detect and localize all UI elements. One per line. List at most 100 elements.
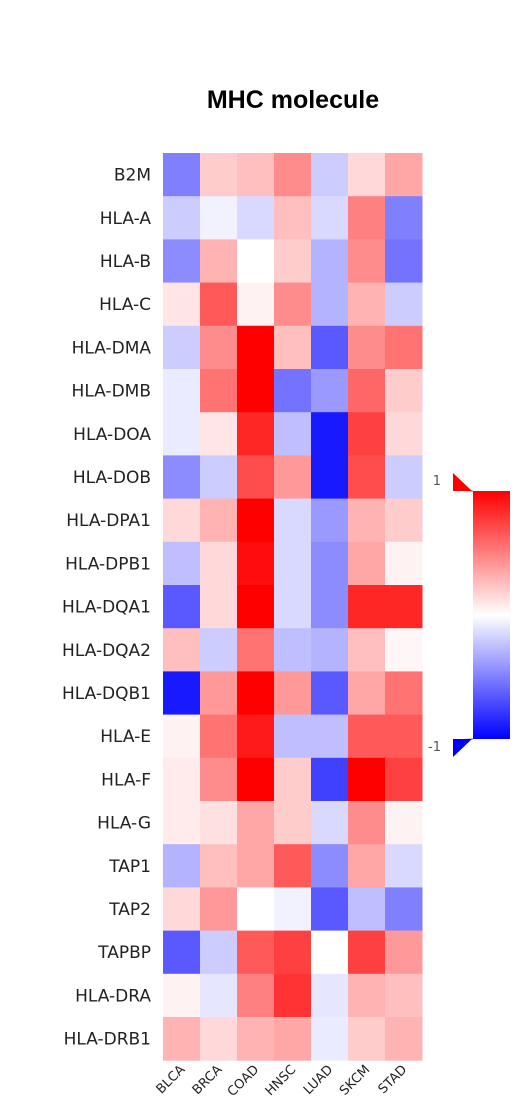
heatmap-cell [200, 498, 238, 543]
heatmap-cell [348, 455, 386, 500]
row-label: TAP2 [108, 900, 151, 920]
heatmap-cell [200, 153, 238, 197]
row-label: HLA-DOB [73, 468, 151, 488]
row-label: TAPBP [97, 943, 151, 963]
heatmap-cell [348, 369, 386, 413]
heatmap-cell [311, 196, 349, 240]
heatmap-cell [311, 628, 349, 672]
row-label: HLA-DMA [72, 338, 152, 358]
heatmap-cell [311, 1017, 349, 1061]
heatmap-cell [274, 282, 312, 327]
heatmap-cell [311, 369, 349, 413]
chart-title: MHC molecule [207, 86, 379, 114]
heatmap-cell [163, 282, 201, 327]
heatmap-cell [348, 239, 386, 284]
row-label: HLA-DRA [75, 986, 151, 1006]
column-label: BLCA [154, 1062, 189, 1097]
heatmap-cell [237, 801, 275, 845]
heatmap-cell [200, 325, 238, 370]
heatmap-cell [348, 757, 386, 802]
heatmap-cell [163, 239, 201, 284]
heatmap-cell [385, 628, 423, 672]
heatmap-cell [163, 973, 201, 1018]
row-label: HLA-A [100, 209, 152, 229]
heatmap-cell [348, 541, 386, 586]
heatmap-cell [311, 498, 349, 543]
heatmap-cell [274, 628, 312, 672]
heatmap-cell [311, 325, 349, 370]
heatmap-cell [311, 455, 349, 500]
heatmap-cell [311, 671, 349, 716]
row-label: HLA-F [101, 770, 151, 790]
heatmap-cell [163, 369, 201, 413]
color-scale-legend: 1 -1 [428, 473, 510, 757]
column-label: HNSC [263, 1062, 300, 1099]
column-label: SKCM [337, 1062, 373, 1098]
heatmap-cell [237, 196, 275, 240]
heatmap-cell [385, 541, 423, 586]
heatmap-cell [348, 973, 386, 1018]
heatmap-cell [348, 887, 386, 932]
scale-max-marker [453, 473, 472, 491]
heatmap-cell [200, 757, 238, 802]
heatmap-cell [274, 671, 312, 716]
heatmap-cell [237, 757, 275, 802]
heatmap-cell [163, 671, 201, 716]
heatmap-cell [311, 844, 349, 888]
heatmap-cell [385, 1017, 423, 1061]
row-label: HLA-DQA1 [62, 598, 151, 618]
heatmap-cell [200, 844, 238, 888]
heatmap-cell [163, 455, 201, 500]
heatmap-cell [385, 887, 423, 932]
heatmap-cell [385, 455, 423, 500]
heatmap-cell [274, 801, 312, 845]
heatmap-cell [237, 282, 275, 327]
heatmap-cell [237, 153, 275, 197]
heatmap-cell [200, 1017, 238, 1061]
heatmap-cell [311, 930, 349, 975]
heatmap-cell [200, 801, 238, 845]
heatmap-cell [385, 585, 423, 629]
heatmap-cell [274, 714, 312, 759]
heatmap-cell [385, 196, 423, 240]
row-label: HLA-DMB [72, 382, 151, 402]
row-label: HLA-DOA [73, 425, 151, 445]
heatmap-cell [274, 412, 312, 456]
row-label: HLA-DQB1 [62, 684, 151, 704]
heatmap-cell [385, 153, 423, 197]
row-label: HLA-DPB1 [65, 554, 151, 574]
row-label: HLA-DRB1 [64, 1030, 151, 1050]
column-label: STAD [376, 1062, 411, 1097]
column-labels: BLCA BRCA COAD HNSC LUAD SKCM STAD [154, 1062, 411, 1100]
heatmap-cell [237, 325, 275, 370]
heatmap-cell [163, 498, 201, 543]
heatmap-cell [348, 325, 386, 370]
heatmap-cell [200, 628, 238, 672]
heatmap-cell [311, 585, 349, 629]
heatmap-cell [163, 153, 201, 197]
heatmap-cell [237, 844, 275, 888]
heatmap-cell [385, 412, 423, 456]
heatmap-cell [163, 1017, 201, 1061]
heatmap-cell [237, 498, 275, 543]
heatmap-cell [385, 369, 423, 413]
heatmap-cell [348, 671, 386, 716]
heatmap-cell [311, 239, 349, 284]
heatmap-cell [274, 541, 312, 586]
heatmap-cell [311, 153, 349, 197]
heatmap-cell [385, 498, 423, 543]
heatmap-cell [237, 973, 275, 1018]
heatmap-cell [237, 628, 275, 672]
heatmap-cell [274, 930, 312, 975]
heatmap-cell [237, 714, 275, 759]
heatmap-cell [163, 757, 201, 802]
heatmap-cell [311, 757, 349, 802]
heatmap-cell [200, 714, 238, 759]
column-label: LUAD [301, 1062, 336, 1097]
heatmap-cell [200, 412, 238, 456]
heatmap-cell [274, 585, 312, 629]
heatmap-cell [163, 844, 201, 888]
heatmap-cell [274, 973, 312, 1018]
color-scale-bar [473, 491, 510, 739]
heatmap-cell [237, 585, 275, 629]
